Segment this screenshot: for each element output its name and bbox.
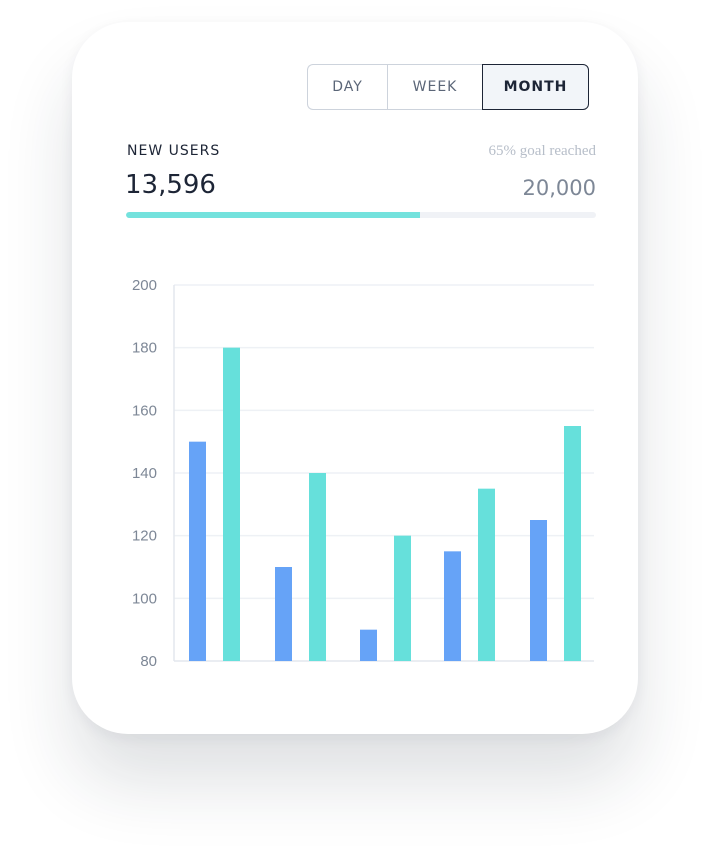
bar-series-2 (478, 488, 495, 661)
y-tick-label: 100 (132, 590, 157, 607)
goal-progress-bar (126, 212, 596, 218)
bar-series-2 (564, 426, 581, 661)
y-tick-label: 200 (132, 277, 157, 294)
bar-series-2 (309, 473, 326, 661)
y-tick-label: 120 (132, 528, 157, 545)
goal-progress-fill (126, 212, 420, 218)
tab-day[interactable]: DAY (307, 64, 387, 110)
bar-series-2 (223, 347, 240, 661)
bar-series-1 (530, 520, 547, 661)
users-card: DAY WEEK MONTH NEW USERS 65% goal reache… (72, 22, 638, 734)
y-tick-label: 160 (132, 402, 157, 419)
y-tick-label: 80 (140, 653, 157, 670)
metric-label: NEW USERS (127, 143, 221, 159)
y-tick-label: 140 (132, 465, 157, 482)
bar-series-2 (394, 535, 411, 661)
goal-value: 20,000 (522, 176, 596, 200)
period-toggle: DAY WEEK MONTH (307, 64, 589, 110)
bar-series-1 (360, 629, 377, 661)
tab-week[interactable]: WEEK (387, 64, 482, 110)
bar-series-1 (275, 567, 292, 661)
bar-series-1 (189, 441, 206, 661)
metric-value: 13,596 (125, 170, 216, 200)
goal-status-text: 65% goal reached (488, 143, 596, 159)
tab-month[interactable]: MONTH (482, 64, 589, 110)
bar-series-1 (444, 551, 461, 661)
y-tick-label: 180 (132, 340, 157, 357)
